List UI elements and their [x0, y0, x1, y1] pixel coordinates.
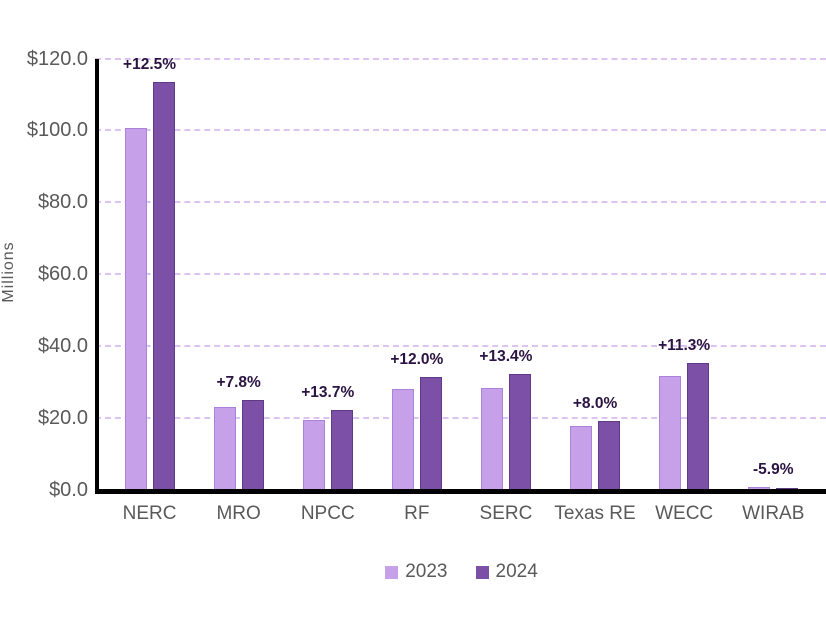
legend-swatch-2024	[475, 565, 489, 579]
legend-item-2024: 2024	[475, 561, 538, 583]
x-category-label-NPCC: NPCC	[300, 503, 355, 524]
bar-2024-NPCC	[330, 409, 353, 490]
gridline-$60.0	[95, 273, 826, 276]
legend-label-2023: 2023	[405, 561, 448, 582]
bar-2023-NPCC	[302, 419, 325, 490]
y-tick-label: $60.0	[37, 263, 88, 286]
pct-change-label-NERC: +12.5%	[123, 56, 177, 74]
pct-change-label-SERC: +13.4%	[479, 348, 533, 366]
bar-2023-MRO	[213, 406, 236, 490]
y-tick-label: $20.0	[37, 407, 88, 430]
gridline-$40.0	[95, 345, 826, 348]
gridline-$100.0	[95, 129, 826, 132]
bar-2024-NERC	[152, 82, 175, 490]
gridline-$20.0	[95, 417, 826, 420]
legend-item-2023: 2023	[385, 561, 448, 583]
y-tick-label: $80.0	[37, 191, 88, 214]
y-tick-label: $100.0	[26, 119, 88, 142]
y-axis-line	[95, 58, 99, 493]
bar-2023-SERC	[480, 387, 503, 490]
gridline-$80.0	[95, 201, 826, 204]
x-category-label-NERC: NERC	[122, 503, 177, 524]
legend-label-2024: 2024	[495, 561, 538, 582]
pct-change-label-Texas RE: +8.0%	[572, 394, 618, 412]
x-category-label-Texas RE: Texas RE	[554, 503, 636, 524]
legend: 2023 2024	[97, 561, 826, 583]
pct-change-label-MRO: +7.8%	[216, 374, 261, 392]
x-axis-line	[95, 489, 826, 494]
gridline-$120.0	[95, 57, 826, 60]
bar-2023-NERC	[124, 127, 147, 490]
x-category-label-MRO: MRO	[216, 503, 261, 524]
bar-2023-Texas RE	[570, 425, 593, 490]
bar-2024-WECC	[687, 363, 710, 490]
y-tick-label: $0.0	[49, 479, 88, 501]
pct-change-label-NPCC: +13.7%	[301, 383, 355, 401]
bar-2024-Texas RE	[598, 420, 621, 490]
x-category-label-WIRAB: WIRAB	[742, 503, 805, 524]
y-tick-label: $40.0	[37, 335, 88, 358]
legend-swatch-2023	[385, 565, 399, 579]
bar-2024-MRO	[241, 400, 264, 490]
bar-2024-RF	[419, 377, 442, 490]
pct-change-label-RF: +12.0%	[390, 351, 444, 369]
x-category-label-SERC: SERC	[479, 503, 533, 524]
bar-2024-SERC	[508, 374, 531, 490]
x-category-label-WECC: WECC	[655, 503, 714, 524]
bar-2023-RF	[391, 389, 414, 490]
bar-2023-WECC	[659, 376, 682, 490]
pct-change-label-WIRAB: -5.9%	[753, 461, 794, 479]
x-category-label-RF: RF	[404, 503, 430, 524]
y-tick-label: $120.0	[26, 47, 88, 70]
pct-change-label-WECC: +11.3%	[658, 337, 711, 355]
